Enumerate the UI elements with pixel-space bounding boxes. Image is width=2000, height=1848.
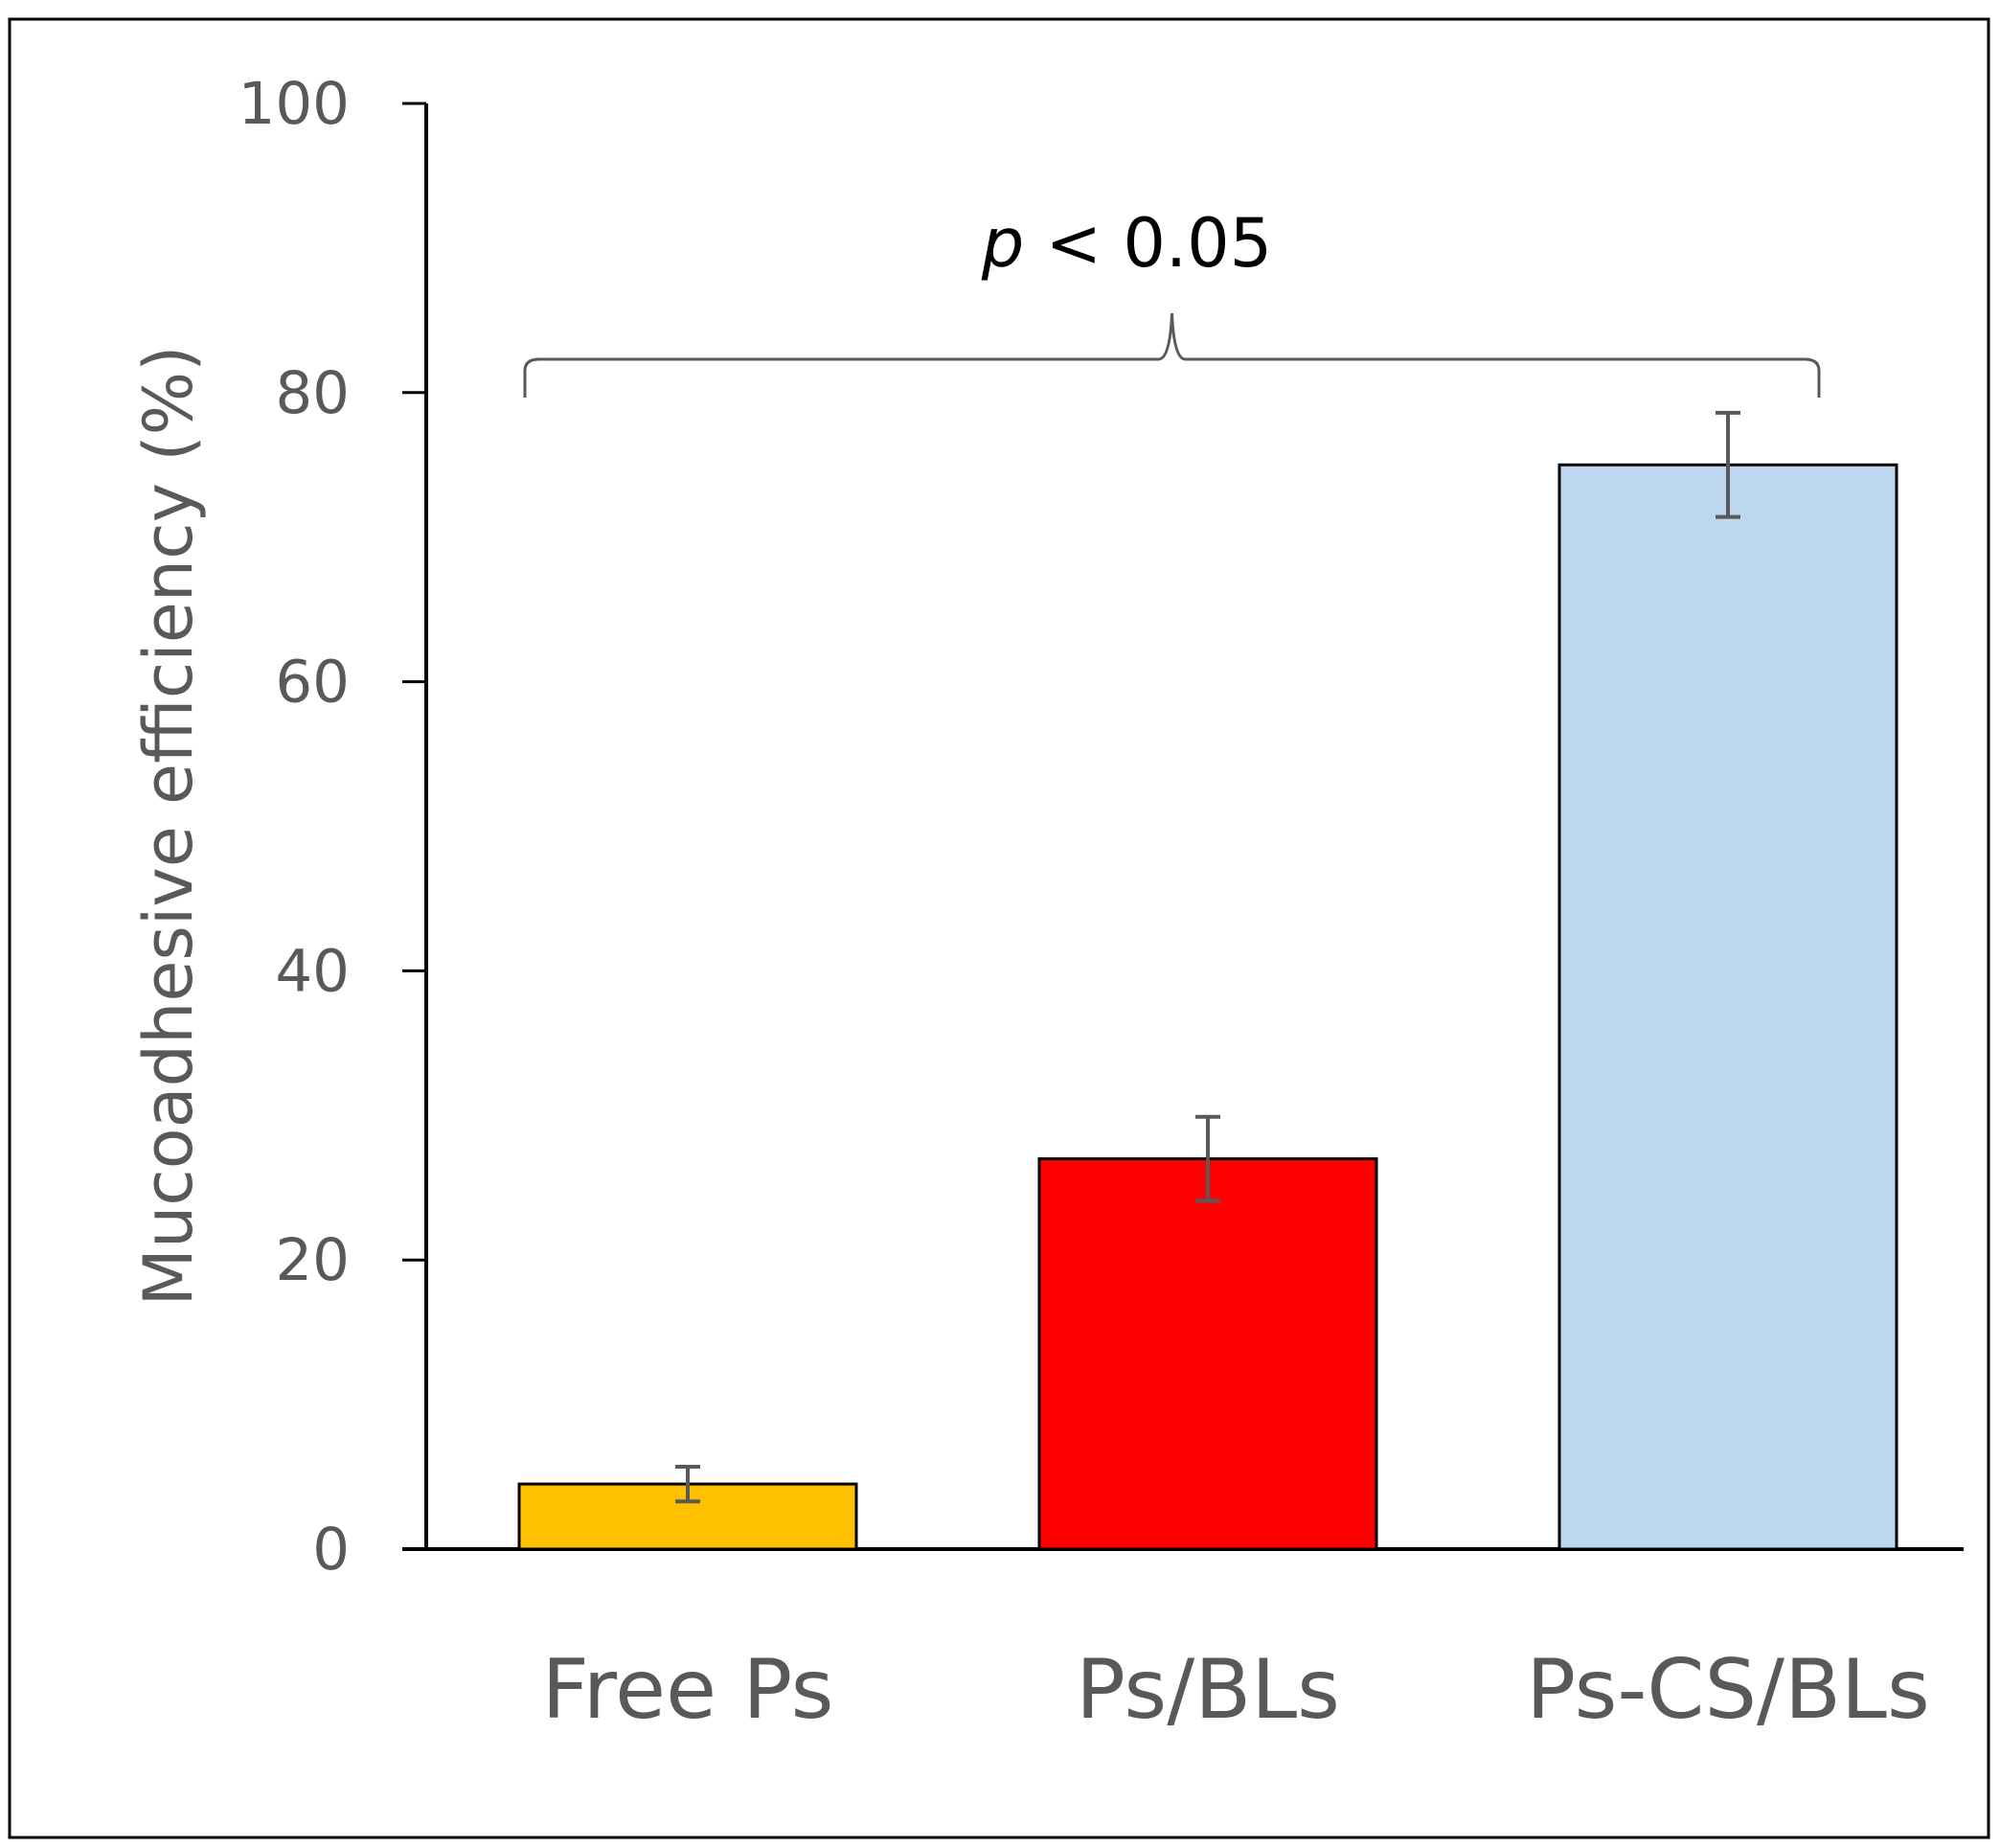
y-axis: 0 20 40 60 80 100 (239, 70, 428, 1584)
y-tick-label: 60 (275, 649, 350, 717)
p-threshold: < 0.05 (1024, 204, 1272, 283)
y-axis-title: Mucoadhesive efficiency (%) (129, 346, 208, 1307)
significance-annotation: p < 0.05 (523, 204, 1821, 398)
y-tick-label: 100 (239, 70, 350, 138)
p-symbol: p (981, 204, 1024, 283)
x-tick-label: Ps-CS/BLs (1526, 1642, 1930, 1738)
x-tick-label: Ps/BLs (1076, 1642, 1340, 1738)
error-bar-3 (1716, 410, 1740, 519)
significance-label: p < 0.05 (981, 204, 1272, 283)
x-tick-label: Free Ps (542, 1642, 834, 1738)
y-tick-label: 40 (275, 937, 350, 1005)
y-tick-label: 20 (275, 1226, 350, 1294)
error-bar-2 (1195, 1114, 1220, 1203)
y-tick-label: 80 (275, 359, 350, 427)
error-bar-1 (675, 1464, 700, 1504)
bar-3 (1557, 463, 1898, 1551)
bar-2 (1037, 1157, 1378, 1551)
y-tick-label: 0 (312, 1516, 350, 1584)
significance-brace (523, 312, 1821, 398)
